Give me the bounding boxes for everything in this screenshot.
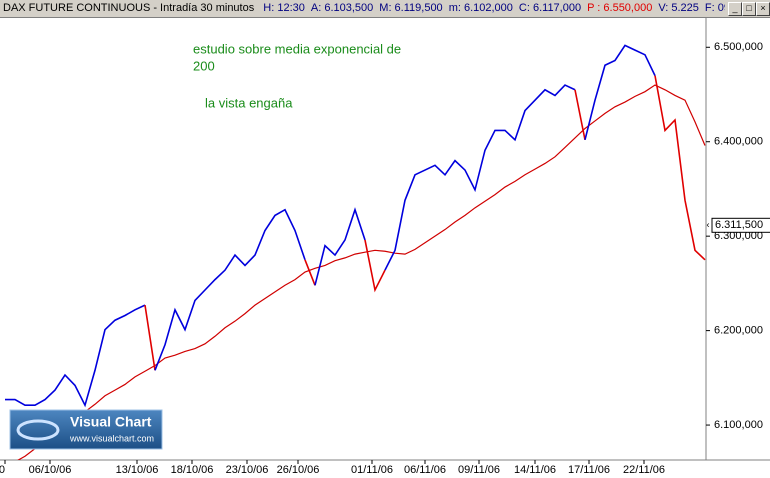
header-field: H: 12:30 <box>263 2 305 14</box>
header-field: C: 6.117,000 <box>518 2 582 14</box>
close-button[interactable]: × <box>756 2 770 16</box>
plot <box>5 44 706 460</box>
x-tick-label: 26/10/06 <box>277 464 320 476</box>
logo: Visual Chart www.visualchart.com <box>9 409 163 450</box>
x-tick-label: 01/11/06 <box>351 464 393 476</box>
y-tick-label: 6.200,000 <box>714 325 763 337</box>
annotation: 200 <box>193 58 215 73</box>
plot-area <box>0 18 706 460</box>
logo-icon <box>16 419 60 441</box>
price-line <box>304 259 316 286</box>
x-tick-label: 23/10/06 <box>226 464 269 476</box>
x-tick-label: 06/10/06 <box>29 464 72 476</box>
x-tick-label: 14/11/06 <box>514 464 556 476</box>
y-tick-label: 6.400,000 <box>714 136 763 148</box>
header-field: F: 09/10/0 <box>704 2 725 14</box>
x-tick-label: 22/11/06 <box>623 464 665 476</box>
last-price-marker: ‹ <box>707 220 710 230</box>
header: DAX FUTURE CONTINUOUS - Intradía 30 minu… <box>0 0 770 18</box>
header-title: DAX FUTURE CONTINUOUS - Intradía 30 minu… <box>3 2 255 14</box>
logo-url: www.visualchart.com <box>69 433 154 443</box>
x-tick-label: 17/11/06 <box>568 464 610 476</box>
annotation: la vista engaña <box>205 95 293 110</box>
price-line <box>5 304 146 408</box>
y-tick-label: 6.100,000 <box>714 419 763 431</box>
header-field: M: 6.119,500 <box>379 2 443 14</box>
price-line <box>364 239 386 293</box>
header-field: V: 5.225 <box>658 2 699 14</box>
last-price-label: 6.311,500 <box>715 219 763 231</box>
last-price-box <box>711 217 770 233</box>
logo-title: Visual Chart <box>70 414 152 430</box>
price-line <box>144 304 156 371</box>
price-line <box>574 89 586 140</box>
minimize-button[interactable]: _ <box>728 2 742 16</box>
y-tick-label: 6.300,000 <box>714 230 763 242</box>
price-line <box>384 84 576 271</box>
header-text: DAX FUTURE CONTINUOUS - Intradía 30 minu… <box>3 0 725 17</box>
logo-box <box>9 409 163 450</box>
price-line <box>154 208 306 371</box>
price-line <box>654 75 706 261</box>
x-tick-label: 06/11/06 <box>404 464 446 476</box>
x-tick-label: 18/10/06 <box>171 464 214 476</box>
x-tick-label: 00 <box>0 464 5 476</box>
maximize-button[interactable]: □ <box>742 2 756 16</box>
annotation: estudio sobre media exponencial de <box>193 41 401 56</box>
header-field: A: 6.103,500 <box>310 2 374 14</box>
price-line <box>314 207 366 286</box>
chart: Visual Chart www.visualchart.com estudio… <box>0 18 770 476</box>
x-tick-label: 09/11/06 <box>458 464 500 476</box>
y-tick-label: 6.500,000 <box>714 41 763 53</box>
price-line <box>584 44 656 141</box>
header-field: m: 6.102,000 <box>448 2 513 14</box>
header-field: P : 6.550,000 <box>587 2 653 14</box>
x-tick-label: 13/10/06 <box>116 464 159 476</box>
